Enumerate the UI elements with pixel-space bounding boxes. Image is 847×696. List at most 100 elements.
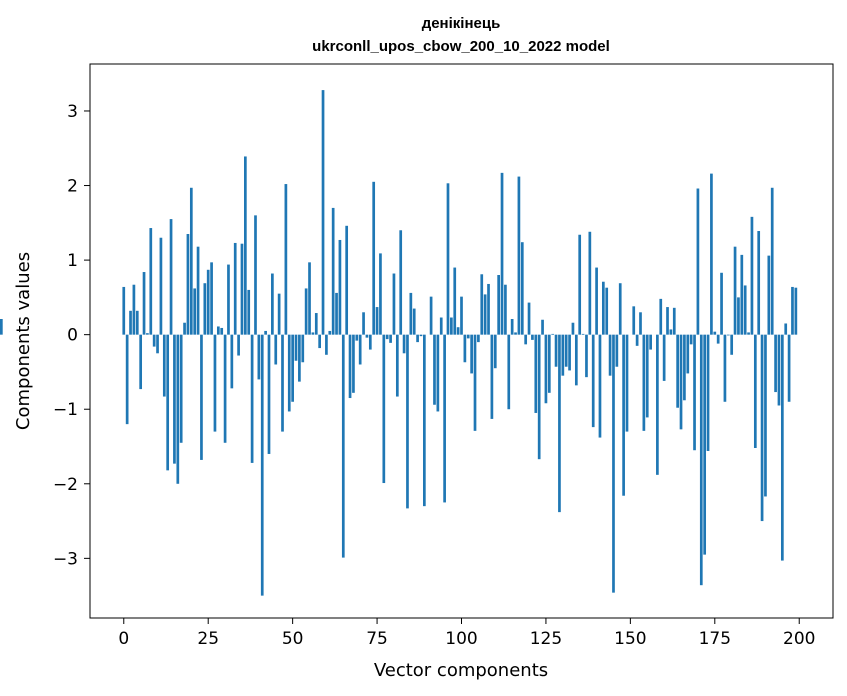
x-tick-label: 0: [118, 629, 129, 649]
bar: [196, 246, 200, 335]
x-tick-label: 150: [614, 629, 646, 649]
bar: [250, 334, 254, 463]
bar: [733, 246, 737, 335]
bar: [737, 297, 740, 335]
bar: [622, 334, 625, 496]
bar: [423, 334, 426, 507]
bar: [487, 283, 490, 335]
y-tick-label: 0: [67, 326, 78, 346]
bar: [507, 334, 511, 410]
bar: [392, 273, 396, 335]
bar: [794, 287, 798, 335]
bar: [368, 334, 372, 350]
bar: [672, 307, 676, 335]
bar: [244, 156, 247, 335]
bar: [524, 334, 528, 345]
bar: [321, 90, 325, 335]
bar: [325, 334, 328, 355]
bar: [436, 334, 440, 412]
bar: [385, 334, 389, 340]
bar: [139, 334, 143, 390]
bar: [419, 334, 423, 337]
bar: [335, 292, 338, 335]
bar: [747, 332, 750, 335]
bar: [561, 334, 565, 376]
bar: [598, 334, 602, 438]
bar: [291, 334, 294, 402]
bar: [304, 288, 308, 335]
bar: [757, 231, 761, 335]
chart-title: денікінець: [422, 15, 501, 32]
bar: [0, 319, 3, 335]
y-tick-label: −2: [53, 475, 78, 495]
bar: [534, 334, 538, 413]
bar: [615, 334, 619, 367]
bar: [260, 334, 264, 596]
bar: [156, 334, 159, 354]
x-tick-label: 75: [366, 629, 388, 649]
bar: [189, 187, 193, 335]
bar: [591, 334, 595, 428]
bar: [463, 334, 467, 363]
bar: [412, 308, 416, 335]
bar: [183, 322, 186, 335]
bar: [399, 230, 403, 335]
bar: [713, 331, 717, 335]
bar: [679, 334, 683, 430]
bar: [686, 334, 690, 374]
bar: [237, 334, 240, 356]
bar: [169, 219, 173, 335]
bar: [345, 225, 349, 335]
bar: [135, 310, 139, 335]
bar: [473, 334, 477, 431]
bar: [210, 262, 213, 335]
bar: [510, 319, 514, 335]
bar: [159, 237, 163, 335]
y-tick-label: 2: [67, 177, 78, 197]
x-tick-label: 125: [530, 629, 562, 649]
chart-subtitle: ukrconll_upos_cbow_200_10_2022 model: [312, 38, 610, 55]
bar: [625, 334, 629, 432]
bar: [649, 334, 652, 350]
x-tick-label: 100: [445, 629, 477, 649]
bar: [760, 334, 764, 522]
bar: [595, 267, 598, 335]
bar: [129, 310, 132, 335]
x-axis-ticks: 0 25 50 75 100 125 150 175 200: [118, 618, 815, 649]
bar: [402, 334, 406, 354]
bar: [470, 334, 473, 374]
bar: [537, 334, 541, 460]
bar: [699, 334, 703, 586]
x-tick-label: 25: [197, 629, 219, 649]
bar: [480, 274, 484, 335]
x-tick-label: 50: [282, 629, 304, 649]
bar: [477, 334, 480, 343]
bar: [710, 173, 713, 335]
bar: [676, 334, 679, 408]
bar: [696, 188, 700, 335]
bar: [149, 228, 153, 335]
bar: [338, 239, 342, 335]
bar: [352, 334, 355, 393]
bar: [693, 334, 696, 451]
bar: [770, 187, 774, 335]
bar: [281, 334, 284, 432]
bar: [227, 264, 230, 335]
bar: [308, 262, 311, 335]
bar: [740, 254, 744, 335]
bar: [382, 334, 386, 484]
bar: [271, 273, 274, 335]
bar: [730, 334, 734, 355]
bar: [554, 334, 558, 367]
bar: [294, 334, 298, 361]
bar: [764, 334, 767, 497]
bar: [406, 334, 409, 509]
y-tick-label: 1: [67, 251, 78, 271]
bar: [152, 334, 156, 347]
bar: [493, 334, 497, 369]
bar: [443, 334, 446, 503]
bar: [571, 322, 575, 335]
bar: [608, 334, 612, 376]
bar: [240, 243, 244, 335]
bar: [341, 334, 345, 558]
